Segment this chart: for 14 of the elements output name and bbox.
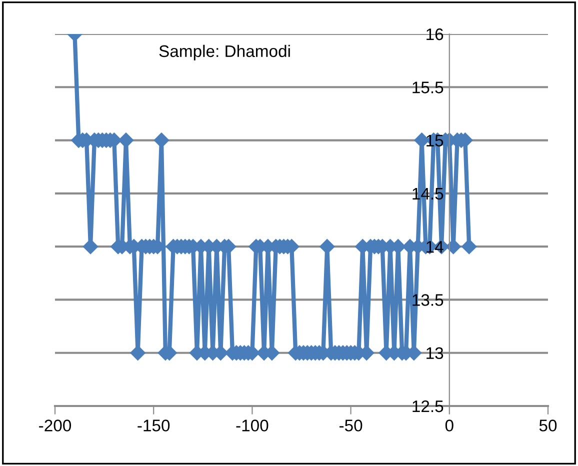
x-tick-label: 0	[445, 420, 454, 432]
y-tick-label: 13	[426, 347, 444, 360]
x-tick-label: -50	[339, 420, 362, 432]
y-tick-label: 14.5	[412, 188, 444, 200]
x-tick-label: 50	[539, 420, 557, 432]
annotation: Sample: Dhamodi	[159, 44, 290, 60]
y-tick-label: 12.5	[412, 400, 444, 412]
y-tick-label: 14	[426, 241, 444, 253]
x-tick-label: -150	[138, 420, 170, 432]
y-tick-label: 15	[426, 134, 444, 146]
x-tick-label: -100	[236, 420, 268, 432]
y-tick-label: 15.5	[412, 82, 444, 94]
x-tick-label: -200	[39, 420, 72, 432]
y-tick-label: 16	[426, 28, 444, 40]
